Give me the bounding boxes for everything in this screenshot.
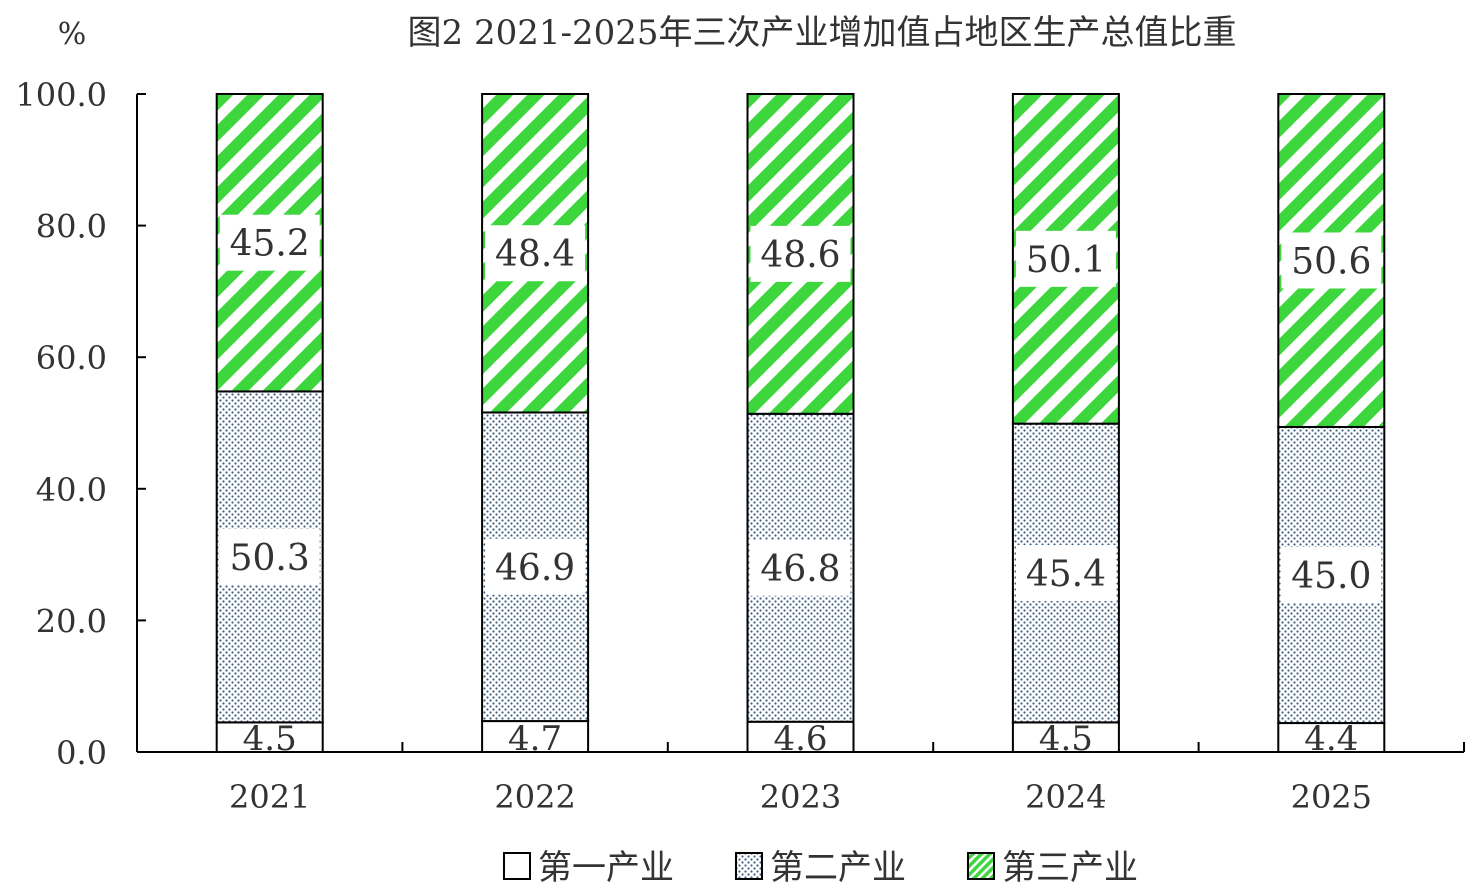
data-label: 4.5 xyxy=(243,719,297,759)
data-label-background xyxy=(750,539,851,596)
y-tick-label: 40.0 xyxy=(36,471,107,509)
data-label-background xyxy=(1281,546,1382,603)
bar-stack-2021: 4.5 50.3 45.2 xyxy=(215,93,324,759)
data-label-background xyxy=(1015,545,1116,602)
data-label-background xyxy=(219,214,320,271)
data-label: 45.2 xyxy=(230,224,310,265)
data-label: 46.8 xyxy=(760,549,840,590)
y-tick-label: 60.0 xyxy=(36,339,107,377)
x-tick-label: 2025 xyxy=(1291,778,1372,816)
y-tick-label: 80.0 xyxy=(36,208,107,246)
bar-segment-1 xyxy=(746,720,855,753)
y-tick-label: 20.0 xyxy=(36,602,107,640)
legend-item-3: 第三产业 xyxy=(967,848,1138,888)
legend-swatch xyxy=(735,852,763,880)
data-label-background xyxy=(485,225,586,282)
legend-item-2: 第二产业 xyxy=(735,848,906,888)
data-label: 4.6 xyxy=(773,719,827,759)
x-tick-label: 2024 xyxy=(1025,778,1106,816)
data-label: 46.9 xyxy=(495,548,575,589)
data-label: 48.4 xyxy=(495,234,575,275)
legend-swatch xyxy=(503,852,531,880)
bar-segment-1 xyxy=(1277,722,1386,753)
y-tick-label: 100.0 xyxy=(15,76,107,114)
data-label-background xyxy=(485,538,586,595)
data-label-background xyxy=(1015,230,1116,287)
x-tick-label: 2022 xyxy=(494,778,575,816)
bar-segment-1 xyxy=(215,721,324,754)
y-axis: 0.0 20.0 40.0 60.0 80.0 100.0 xyxy=(15,76,146,772)
y-tick-label: 0.0 xyxy=(56,734,107,772)
legend-label: 第一产业 xyxy=(538,848,674,888)
x-axis: 2021 2022 2023 2024 2025 xyxy=(137,742,1465,816)
data-label: 48.6 xyxy=(760,235,840,276)
bar-segment-1 xyxy=(481,720,590,753)
data-label: 50.1 xyxy=(1026,240,1106,281)
data-label: 4.4 xyxy=(1304,719,1358,759)
legend-label: 第三产业 xyxy=(1002,848,1138,888)
x-tick-label: 2021 xyxy=(229,778,310,816)
bar-stack-2023: 4.6 46.8 48.6 xyxy=(746,93,855,759)
data-label: 45.4 xyxy=(1026,554,1106,595)
data-label: 4.7 xyxy=(508,719,562,759)
data-label: 50.6 xyxy=(1291,241,1371,282)
y-axis-unit-label: % xyxy=(58,17,87,52)
legend-item-1: 第一产业 xyxy=(503,848,674,888)
data-label-background xyxy=(750,225,851,282)
chart-title: 图2 2021-2025年三次产业增加值占地区生产总值比重 xyxy=(408,13,1237,53)
data-label-background xyxy=(219,528,320,585)
data-label: 45.0 xyxy=(1291,556,1371,597)
data-label-background xyxy=(1281,232,1382,289)
legend-label: 第二产业 xyxy=(770,848,906,888)
legend: 第一产业 第二产业 第三产业 xyxy=(503,848,1138,888)
data-label: 4.5 xyxy=(1039,719,1093,759)
legend-swatch xyxy=(967,852,995,880)
x-tick-label: 2023 xyxy=(760,778,841,816)
bar-stack-2024: 4.5 45.4 50.1 xyxy=(1011,93,1120,759)
data-label: 50.3 xyxy=(230,538,310,579)
bar-stack-2025: 4.4 45.0 50.6 xyxy=(1277,93,1386,759)
bar-stack-2022: 4.7 46.9 48.4 xyxy=(481,93,590,759)
bars-group: 4.5 50.3 45.2 4.7 46.9 48.4 4.6 46.8 48.6 4.5 45.4… xyxy=(215,93,1386,759)
